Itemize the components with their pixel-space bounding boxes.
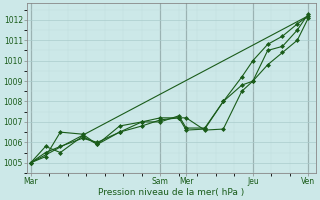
X-axis label: Pression niveau de la mer( hPa ): Pression niveau de la mer( hPa ) [98, 188, 244, 197]
